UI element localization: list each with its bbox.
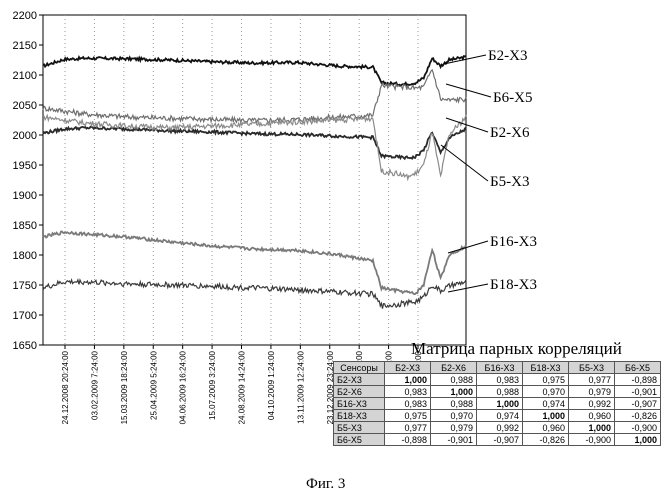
matrix-column-header: Б6-Х5: [614, 362, 660, 374]
matrix-cell: 0,970: [523, 386, 569, 398]
matrix-cell: 0,992: [569, 398, 615, 410]
y-tick-label: 1650: [13, 340, 37, 352]
matrix-column-header: Б5-Х3: [569, 362, 615, 374]
x-tick-label: 04.06.2009 16:24:00: [179, 350, 188, 424]
matrix-cell: 1,000: [431, 386, 477, 398]
x-tick-label: 24.08.2009 14:24:00: [238, 350, 247, 424]
series-label: Б5-Х3: [490, 174, 529, 190]
matrix-title: Матрица парных корреляций: [411, 339, 622, 359]
series-label: Б2-Х6: [490, 125, 530, 141]
x-tick-label: 15.03.2009 18:24:00: [120, 350, 129, 424]
matrix-row: Б6-Х5-0,898-0,901-0,907-0,826-0,9001,000: [334, 434, 661, 446]
matrix-cell: 0,960: [523, 422, 569, 434]
matrix-cell: 1,000: [477, 398, 523, 410]
matrix-cell: -0,900: [614, 422, 660, 434]
matrix-cell: -0,898: [385, 434, 431, 446]
x-tick-label: 15.07.2009 3:24:00: [208, 350, 217, 420]
x-tick-label: 04.10.2009 1:24:00: [267, 350, 276, 420]
x-tick-label: 25.04.2009 5:24:00: [149, 350, 158, 420]
matrix-column-header: Б18-Х3: [523, 362, 569, 374]
x-tick-label: 24.12.2008 20:24:00: [61, 350, 70, 424]
matrix-cell: -0,826: [614, 410, 660, 422]
correlation-matrix: Сенсоры Б2-Х3Б2-Х6Б16-Х3Б18-Х3Б5-Х3Б6-Х5…: [333, 361, 661, 446]
y-axis-ticks: 1650 1700 1750 1800 1850 1900 1950 2000 2050 2100…: [13, 10, 43, 352]
matrix-cell: 0,988: [477, 386, 523, 398]
y-tick-label: 1750: [13, 280, 37, 292]
matrix-cell: 1,000: [523, 410, 569, 422]
matrix-cell: 0,983: [385, 386, 431, 398]
matrix-cell: 0,975: [523, 374, 569, 386]
matrix-body: Б2-Х31,0000,9880,9830,9750,977-0,898Б2-Х…: [334, 374, 661, 446]
matrix-cell: 0,992: [477, 422, 523, 434]
matrix-cell: 1,000: [614, 434, 660, 446]
y-tick-label: 1800: [13, 250, 37, 262]
figure-caption: Фиг. 3: [306, 476, 345, 493]
x-tick-label: 03.02.2009 7:24:00: [90, 350, 99, 420]
y-tick-label: 2000: [13, 130, 37, 142]
matrix-cell: 0,977: [385, 422, 431, 434]
y-tick-label: 2100: [13, 70, 37, 82]
matrix-cell: -0,907: [477, 434, 523, 446]
series-label: Б6-Х5: [493, 90, 532, 106]
matrix-cell: 0,974: [523, 398, 569, 410]
matrix-cell: -0,826: [523, 434, 569, 446]
matrix-cell: 0,970: [431, 410, 477, 422]
y-tick-label: 1950: [13, 160, 37, 172]
matrix-cell: 0,977: [569, 374, 615, 386]
matrix-row: Б18-Х30,9750,9700,9741,0000,960-0,826: [334, 410, 661, 422]
matrix-row: Б16-Х30,9830,9881,0000,9740,992-0,907: [334, 398, 661, 410]
matrix-cell: 0,988: [431, 374, 477, 386]
matrix-cell: 0,960: [569, 410, 615, 422]
matrix-cell: 1,000: [385, 374, 431, 386]
matrix-row-header: Б6-Х5: [334, 434, 385, 446]
matrix-cell: 0,975: [385, 410, 431, 422]
matrix-cell: -0,901: [431, 434, 477, 446]
matrix-cell: 0,988: [431, 398, 477, 410]
matrix-row: Б2-Х31,0000,9880,9830,9750,977-0,898: [334, 374, 661, 386]
series-label: Б16-Х3: [490, 234, 537, 250]
y-tick-label: 1700: [13, 310, 37, 322]
matrix-header-row: Сенсоры Б2-Х3Б2-Х6Б16-Х3Б18-Х3Б5-Х3Б6-Х5: [334, 362, 661, 374]
matrix-column-header: Б2-Х6: [431, 362, 477, 374]
matrix-column-header: Б16-Х3: [477, 362, 523, 374]
matrix-cell: -0,901: [614, 386, 660, 398]
y-tick-label: 2150: [13, 40, 37, 52]
matrix-cell: 0,983: [385, 398, 431, 410]
series-label: Б2-Х3: [488, 48, 527, 64]
matrix-cell: -0,900: [569, 434, 615, 446]
matrix-cell: 0,979: [569, 386, 615, 398]
matrix-cell: 0,974: [477, 410, 523, 422]
matrix-row-header: Б16-Х3: [334, 398, 385, 410]
matrix-row: Б5-Х30,9770,9790,9920,9601,000-0,900: [334, 422, 661, 434]
matrix-column-header: Б2-Х3: [385, 362, 431, 374]
matrix-cell: 0,983: [477, 374, 523, 386]
y-tick-label: 2050: [13, 100, 37, 112]
x-tick-label: 13.11.2009 12:24:00: [296, 350, 305, 423]
y-tick-label: 1850: [13, 220, 37, 232]
y-tick-label: 2200: [13, 10, 37, 22]
y-tick-label: 1900: [13, 190, 37, 202]
matrix-row-header: Б2-Х6: [334, 386, 385, 398]
matrix-cell: 0,979: [431, 422, 477, 434]
matrix-cell: 1,000: [569, 422, 615, 434]
matrix-cell: -0,898: [614, 374, 660, 386]
matrix-corner-cell: Сенсоры: [334, 362, 385, 374]
matrix-cell: -0,907: [614, 398, 660, 410]
series-label: Б18-Х3: [490, 277, 537, 293]
matrix-row: Б2-Х60,9831,0000,9880,9700,979-0,901: [334, 386, 661, 398]
matrix-row-header: Б2-Х3: [334, 374, 385, 386]
matrix-row-header: Б5-Х3: [334, 422, 385, 434]
matrix-row-header: Б18-Х3: [334, 410, 385, 422]
